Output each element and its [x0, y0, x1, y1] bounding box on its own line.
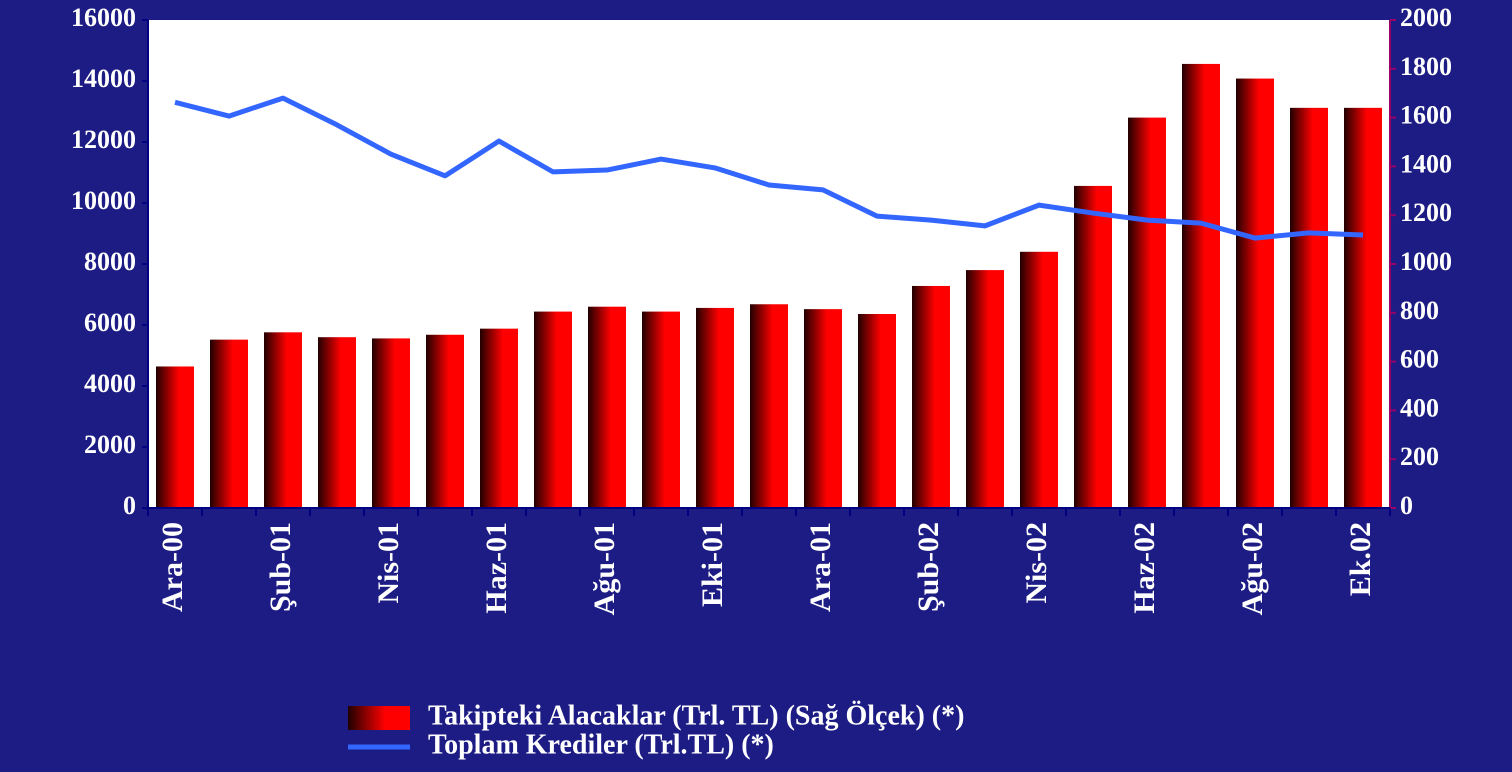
y-tick-label: 10000 [71, 186, 136, 215]
bar [534, 311, 572, 508]
bar [858, 314, 896, 508]
bar [912, 285, 950, 508]
y-tick-label: 12000 [71, 125, 136, 154]
y2-tick-label: 1600 [1400, 101, 1452, 130]
x-tick-label: Haz-01 [480, 522, 513, 614]
y2-tick-label: 1800 [1400, 52, 1452, 81]
x-tick-label: Ağu-02 [1236, 522, 1269, 615]
x-tick-label: Nis-01 [372, 522, 405, 604]
bar [372, 338, 410, 508]
y-tick-label: 0 [123, 491, 136, 520]
bar [750, 304, 788, 508]
x-tick-label: Ek.02 [1344, 522, 1377, 596]
y-tick-label: 4000 [84, 369, 136, 398]
x-tick-label: Ağu-01 [588, 522, 621, 615]
bar [210, 339, 248, 508]
bar [264, 332, 302, 508]
y2-tick-label: 800 [1400, 296, 1439, 325]
x-tick-label: Şub-02 [912, 522, 945, 612]
y2-tick-label: 400 [1400, 393, 1439, 422]
y-tick-label: 8000 [84, 247, 136, 276]
y-tick-label: 2000 [84, 430, 136, 459]
y2-tick-label: 1000 [1400, 247, 1452, 276]
bar [426, 334, 464, 508]
bar [1236, 78, 1274, 508]
bar [966, 270, 1004, 508]
y-tick-label: 16000 [71, 3, 136, 32]
bar [642, 311, 680, 508]
x-tick-label: Haz-02 [1128, 522, 1161, 614]
x-tick-label: Ara-00 [156, 522, 189, 612]
bar [1182, 63, 1220, 509]
y2-tick-label: 0 [1400, 491, 1413, 520]
bar [1020, 251, 1058, 509]
bar [1128, 117, 1166, 508]
bar [804, 309, 842, 508]
y-tick-label: 6000 [84, 308, 136, 337]
y2-tick-label: 1200 [1400, 198, 1452, 227]
x-tick-label: Şub-01 [264, 522, 297, 612]
y2-tick-label: 1400 [1400, 149, 1452, 178]
bar [696, 307, 734, 508]
legend-label: Takipteki Alacaklar (Trl. TL) (Sağ Ölçek… [428, 700, 964, 731]
bar [318, 337, 356, 508]
y2-tick-label: 200 [1400, 442, 1439, 471]
x-tick-label: Eki-01 [696, 522, 729, 607]
legend-label: Toplam Krediler (Trl.TL) (*) [428, 729, 774, 760]
bar [156, 366, 194, 508]
bar [1074, 185, 1112, 509]
x-tick-label: Nis-02 [1020, 522, 1053, 604]
bar [480, 328, 518, 508]
y2-tick-label: 2000 [1400, 3, 1452, 32]
line [174, 95, 1364, 241]
y-tick-label: 14000 [71, 64, 136, 93]
y2-tick-label: 600 [1400, 345, 1439, 374]
x-tick-label: Ara-01 [804, 522, 837, 612]
bar [588, 306, 626, 508]
legend-swatch [348, 706, 410, 730]
bar [1290, 107, 1328, 508]
bar [1344, 107, 1382, 508]
